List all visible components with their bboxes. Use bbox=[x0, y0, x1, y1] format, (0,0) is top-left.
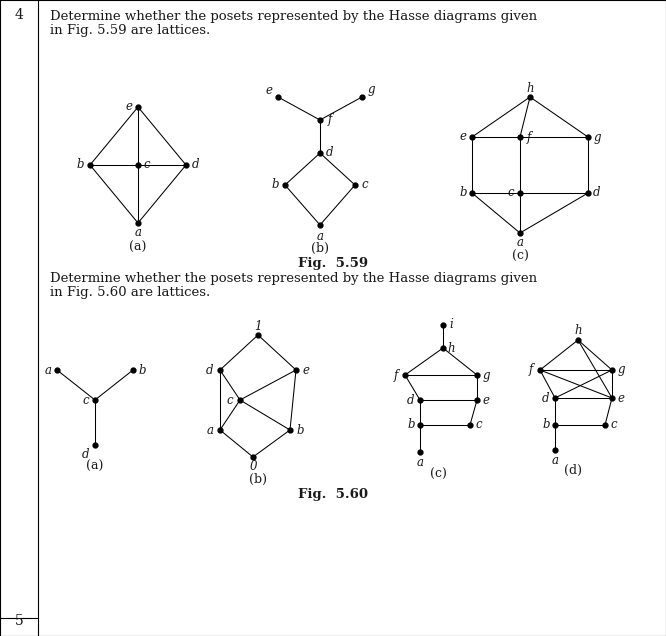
Text: Fig.  5.60: Fig. 5.60 bbox=[298, 488, 368, 501]
Text: (a): (a) bbox=[129, 241, 147, 254]
Text: b: b bbox=[542, 418, 549, 431]
Text: a: a bbox=[416, 455, 424, 469]
Text: b: b bbox=[296, 424, 304, 436]
Text: 0: 0 bbox=[249, 460, 257, 473]
Text: g: g bbox=[593, 130, 601, 144]
Text: h: h bbox=[526, 81, 534, 95]
Text: 4: 4 bbox=[15, 8, 23, 22]
Text: (c): (c) bbox=[430, 468, 446, 481]
Text: a: a bbox=[551, 453, 559, 466]
Text: a: a bbox=[316, 230, 324, 242]
Text: a: a bbox=[135, 226, 141, 240]
Text: (b): (b) bbox=[249, 473, 267, 486]
Text: f: f bbox=[328, 113, 332, 127]
Text: a: a bbox=[206, 424, 214, 436]
Text: e: e bbox=[482, 394, 490, 406]
Text: c: c bbox=[362, 179, 368, 191]
Text: in Fig. 5.59 are lattices.: in Fig. 5.59 are lattices. bbox=[50, 24, 210, 37]
Text: g: g bbox=[482, 368, 490, 382]
Text: e: e bbox=[266, 83, 272, 97]
Text: d: d bbox=[407, 394, 415, 406]
Text: (b): (b) bbox=[311, 242, 329, 255]
Text: h: h bbox=[447, 342, 455, 354]
Text: in Fig. 5.60 are lattices.: in Fig. 5.60 are lattices. bbox=[50, 286, 210, 299]
Text: c: c bbox=[476, 418, 482, 431]
Text: f: f bbox=[529, 364, 533, 377]
Text: (c): (c) bbox=[511, 250, 528, 263]
Text: e: e bbox=[302, 364, 310, 377]
Text: d: d bbox=[192, 158, 200, 172]
Text: d: d bbox=[82, 448, 90, 460]
Text: d: d bbox=[593, 186, 601, 200]
Text: b: b bbox=[76, 158, 84, 172]
Text: e: e bbox=[125, 100, 133, 113]
Text: g: g bbox=[617, 364, 625, 377]
Text: b: b bbox=[271, 179, 279, 191]
Text: c: c bbox=[226, 394, 233, 406]
Text: Fig.  5.59: Fig. 5.59 bbox=[298, 257, 368, 270]
Text: h: h bbox=[574, 324, 582, 338]
Text: Determine whether the posets represented by the Hasse diagrams given: Determine whether the posets represented… bbox=[50, 272, 537, 285]
Text: c: c bbox=[507, 186, 514, 200]
Text: (a): (a) bbox=[87, 460, 104, 473]
Text: d: d bbox=[542, 392, 549, 404]
Text: f: f bbox=[394, 368, 398, 382]
Text: c: c bbox=[144, 158, 151, 172]
Text: c: c bbox=[611, 418, 617, 431]
Text: a: a bbox=[517, 237, 523, 249]
Text: 5: 5 bbox=[15, 614, 23, 628]
Text: b: b bbox=[139, 364, 146, 377]
Text: c: c bbox=[83, 394, 89, 406]
Text: i: i bbox=[449, 319, 453, 331]
Text: d: d bbox=[326, 146, 334, 160]
Text: b: b bbox=[407, 418, 415, 431]
Text: f: f bbox=[527, 130, 531, 144]
Text: 1: 1 bbox=[254, 319, 262, 333]
Text: Determine whether the posets represented by the Hasse diagrams given: Determine whether the posets represented… bbox=[50, 10, 537, 23]
Text: d: d bbox=[206, 364, 214, 377]
Text: b: b bbox=[460, 186, 467, 200]
Text: e: e bbox=[617, 392, 625, 404]
Text: e: e bbox=[460, 130, 466, 144]
Text: g: g bbox=[367, 83, 375, 97]
Text: a: a bbox=[45, 364, 51, 377]
Text: (d): (d) bbox=[564, 464, 582, 477]
